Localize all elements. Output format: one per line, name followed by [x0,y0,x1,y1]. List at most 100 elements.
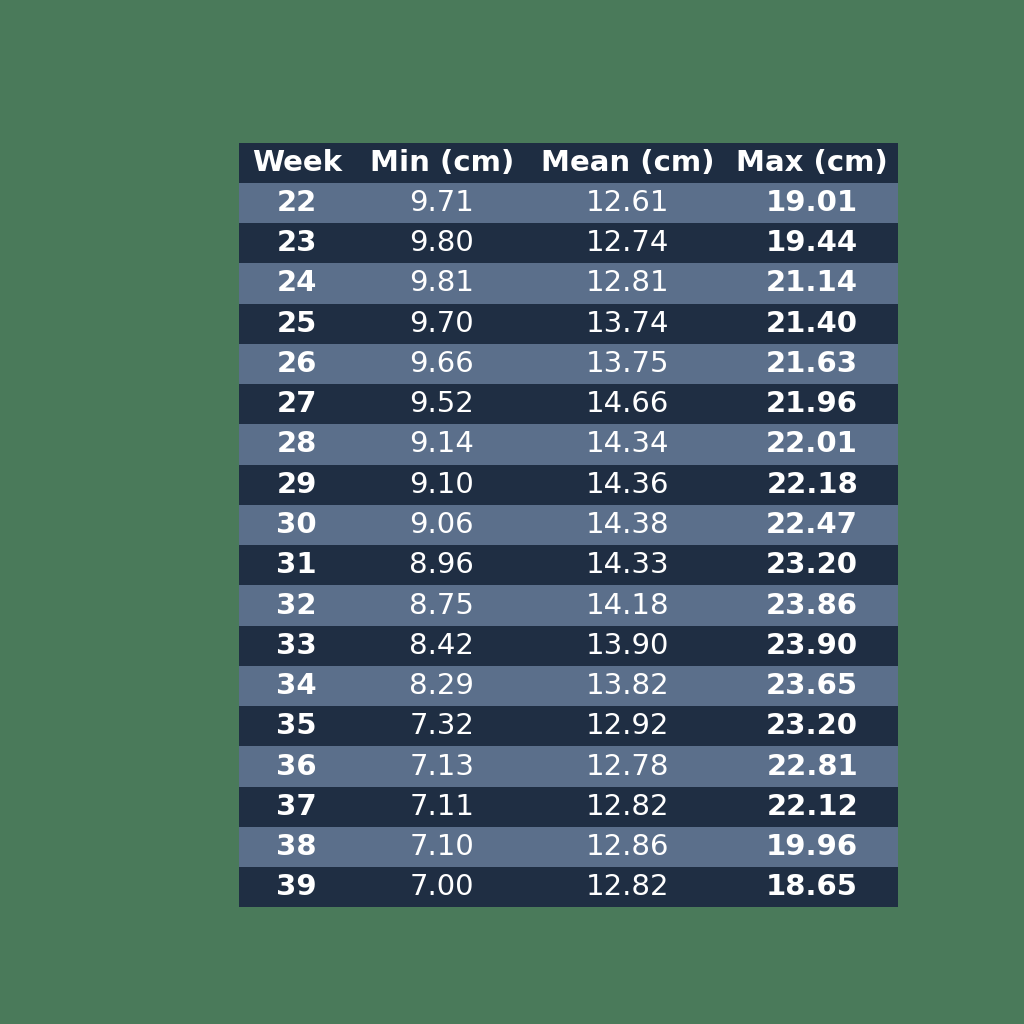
FancyBboxPatch shape [727,344,898,384]
FancyBboxPatch shape [727,223,898,263]
FancyBboxPatch shape [240,384,354,424]
Text: 19.44: 19.44 [766,229,858,257]
Text: 12.81: 12.81 [586,269,670,298]
FancyBboxPatch shape [529,303,727,344]
FancyBboxPatch shape [727,465,898,505]
FancyBboxPatch shape [529,223,727,263]
Text: Min (cm): Min (cm) [370,148,514,177]
FancyBboxPatch shape [529,142,727,183]
Text: 9.66: 9.66 [410,350,474,378]
Text: 13.74: 13.74 [586,309,670,338]
FancyBboxPatch shape [354,424,529,465]
FancyBboxPatch shape [529,344,727,384]
Text: 8.96: 8.96 [410,551,474,580]
FancyBboxPatch shape [240,183,354,223]
Text: 23.65: 23.65 [766,672,858,700]
Text: 23.86: 23.86 [766,592,858,620]
FancyBboxPatch shape [529,827,727,867]
Text: 25: 25 [276,309,316,338]
Text: 9.70: 9.70 [410,309,474,338]
Text: 12.61: 12.61 [586,189,670,217]
Text: 7.13: 7.13 [410,753,474,780]
Text: 24: 24 [276,269,316,298]
Text: 22.81: 22.81 [766,753,858,780]
FancyBboxPatch shape [727,303,898,344]
Text: 9.71: 9.71 [410,189,474,217]
FancyBboxPatch shape [240,142,354,183]
FancyBboxPatch shape [240,827,354,867]
Text: 33: 33 [276,632,317,659]
Text: 31: 31 [276,551,317,580]
FancyBboxPatch shape [727,707,898,746]
FancyBboxPatch shape [727,263,898,303]
FancyBboxPatch shape [240,666,354,707]
Text: 21.63: 21.63 [766,350,858,378]
FancyBboxPatch shape [727,424,898,465]
Text: 39: 39 [276,873,317,901]
FancyBboxPatch shape [240,786,354,827]
Text: Max (cm): Max (cm) [736,148,888,177]
FancyBboxPatch shape [354,505,529,545]
Text: 13.82: 13.82 [586,672,670,700]
FancyBboxPatch shape [529,586,727,626]
FancyBboxPatch shape [529,263,727,303]
Text: 18.65: 18.65 [766,873,858,901]
FancyBboxPatch shape [354,183,529,223]
Text: 38: 38 [276,834,317,861]
FancyBboxPatch shape [240,545,354,586]
FancyBboxPatch shape [354,666,529,707]
Text: 8.42: 8.42 [410,632,474,659]
FancyBboxPatch shape [240,424,354,465]
FancyBboxPatch shape [727,505,898,545]
Text: 14.36: 14.36 [586,471,670,499]
FancyBboxPatch shape [354,867,529,907]
Text: 14.33: 14.33 [586,551,670,580]
FancyBboxPatch shape [354,465,529,505]
FancyBboxPatch shape [727,786,898,827]
FancyBboxPatch shape [727,545,898,586]
FancyBboxPatch shape [529,746,727,786]
FancyBboxPatch shape [529,666,727,707]
FancyBboxPatch shape [529,384,727,424]
FancyBboxPatch shape [354,263,529,303]
FancyBboxPatch shape [354,827,529,867]
Text: 12.78: 12.78 [586,753,670,780]
FancyBboxPatch shape [529,626,727,666]
FancyBboxPatch shape [727,666,898,707]
Text: 21.40: 21.40 [766,309,858,338]
FancyBboxPatch shape [354,303,529,344]
FancyBboxPatch shape [727,142,898,183]
Text: 37: 37 [276,793,317,821]
FancyBboxPatch shape [727,586,898,626]
Text: 12.82: 12.82 [586,793,670,821]
FancyBboxPatch shape [354,384,529,424]
Text: 36: 36 [276,753,317,780]
FancyBboxPatch shape [727,183,898,223]
Text: 28: 28 [276,430,316,459]
Text: 23.20: 23.20 [766,713,858,740]
FancyBboxPatch shape [354,545,529,586]
FancyBboxPatch shape [354,223,529,263]
Text: 14.34: 14.34 [586,430,670,459]
FancyBboxPatch shape [529,465,727,505]
FancyBboxPatch shape [240,746,354,786]
FancyBboxPatch shape [240,223,354,263]
Text: 9.06: 9.06 [410,511,474,539]
Text: 7.10: 7.10 [410,834,474,861]
FancyBboxPatch shape [529,707,727,746]
FancyBboxPatch shape [240,263,354,303]
FancyBboxPatch shape [354,626,529,666]
Text: 30: 30 [276,511,317,539]
FancyBboxPatch shape [529,786,727,827]
Text: 32: 32 [276,592,317,620]
FancyBboxPatch shape [240,867,354,907]
FancyBboxPatch shape [240,505,354,545]
Text: 22: 22 [276,189,316,217]
Text: 19.96: 19.96 [766,834,858,861]
FancyBboxPatch shape [240,707,354,746]
FancyBboxPatch shape [354,586,529,626]
Text: 23.90: 23.90 [766,632,858,659]
FancyBboxPatch shape [529,424,727,465]
FancyBboxPatch shape [727,626,898,666]
FancyBboxPatch shape [240,626,354,666]
